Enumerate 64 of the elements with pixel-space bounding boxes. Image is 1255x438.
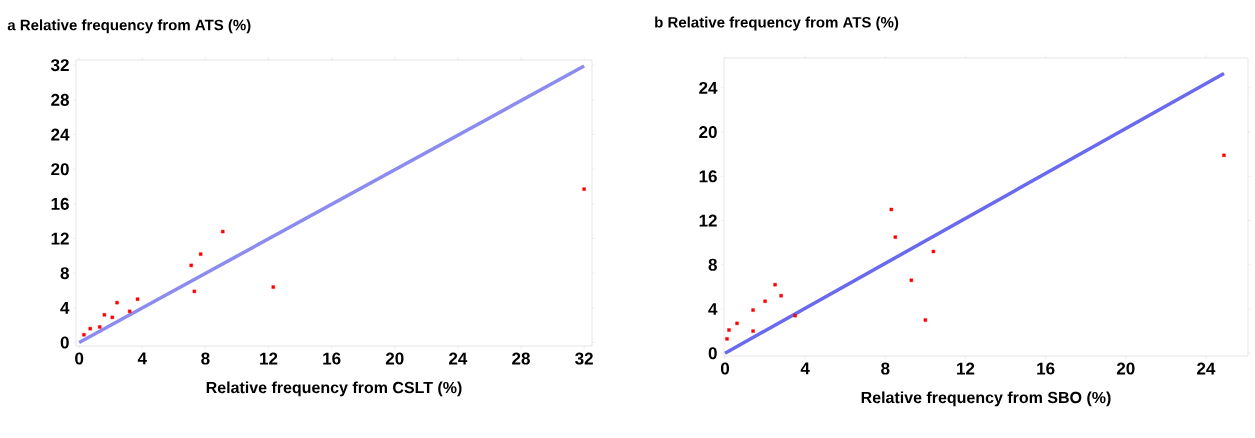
y-tick-label: 12 [699, 214, 717, 227]
y-tick-label: 16 [51, 197, 69, 210]
x-tick-label: 24 [1197, 362, 1216, 375]
point [221, 229, 225, 234]
x-tick-label: 16 [323, 352, 341, 365]
x-axis-title: Relative frequency from CSLT (%) [206, 381, 462, 397]
x-tick-label: 32 [575, 352, 593, 365]
x-tick-label: 4 [137, 352, 147, 365]
point [931, 249, 936, 254]
y-tick-label: 20 [51, 163, 69, 176]
point [127, 309, 132, 314]
y-tick-label: 0 [60, 336, 69, 349]
point [779, 294, 783, 298]
point [135, 297, 140, 301]
y-tick-label: 24 [699, 81, 718, 94]
point [763, 299, 767, 303]
y-tick-label: 16 [699, 170, 717, 183]
point [725, 337, 729, 341]
point [97, 325, 102, 329]
point [909, 278, 914, 282]
point [727, 328, 731, 332]
y-tick-label: 32 [50, 59, 69, 72]
y-tick-label: 20 [699, 126, 717, 139]
chart-title: b Relative frequency from ATS (%) [655, 16, 899, 31]
point [773, 282, 777, 287]
point [793, 313, 797, 318]
point [923, 318, 928, 322]
point [271, 285, 275, 289]
x-tick-label: 0 [75, 352, 84, 365]
x-tick-label: 24 [449, 352, 468, 365]
point [735, 321, 739, 326]
y-tick-label: 12 [51, 232, 69, 245]
point [751, 329, 755, 333]
x-tick-label: 16 [1037, 362, 1055, 375]
point [198, 252, 203, 256]
point [582, 187, 586, 191]
point [88, 326, 92, 331]
point [893, 235, 898, 239]
y-tick-label: 8 [60, 267, 69, 280]
x-tick-label: 28 [512, 352, 530, 365]
point [189, 263, 193, 268]
x-tick-label: 8 [881, 362, 890, 375]
point [115, 300, 119, 305]
x-tick-label: 8 [201, 352, 210, 365]
x-tick-label: 12 [957, 362, 975, 375]
point [110, 315, 115, 320]
point [192, 289, 197, 294]
point [102, 313, 107, 317]
point [1222, 153, 1226, 157]
x-tick-label: 4 [800, 362, 810, 375]
y-tick-label: 8 [708, 258, 717, 271]
y-tick-label: 24 [51, 128, 70, 141]
x-tick-label: 12 [260, 352, 278, 365]
chart-title: a Relative frequency from ATS (%) [7, 19, 251, 34]
x-tick-label: 20 [1116, 362, 1135, 375]
y-tick-label: 28 [51, 93, 69, 106]
y-tick-label: 4 [60, 302, 70, 314]
point [751, 308, 755, 312]
x-tick-label: 0 [720, 362, 730, 375]
x-tick-label: 20 [385, 352, 404, 365]
point [889, 207, 894, 212]
x-axis-title: Relative frequency from SBO (%) [861, 391, 1111, 407]
point [82, 333, 86, 337]
y-tick-label: 4 [708, 303, 718, 315]
